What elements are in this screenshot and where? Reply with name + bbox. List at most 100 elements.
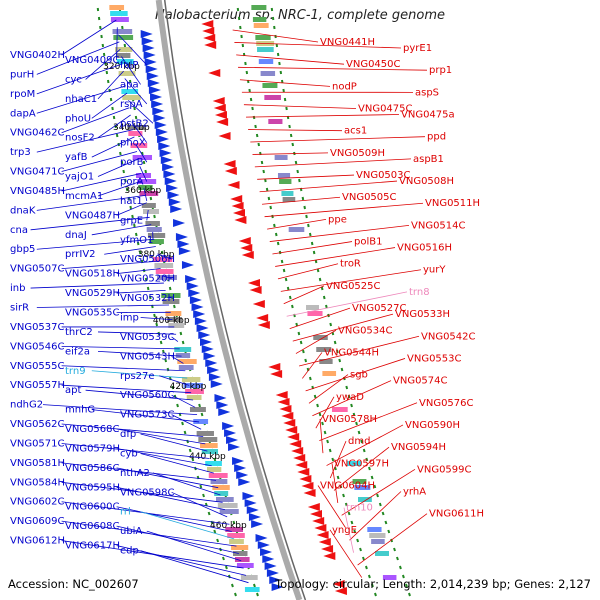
gene-label: rpoM [10, 89, 35, 100]
ring-guide-tick [155, 322, 159, 327]
feature-block [161, 293, 181, 298]
feature-block [217, 503, 238, 508]
ring-guide-tick [316, 268, 320, 273]
forward-gene-arrow [143, 51, 156, 59]
ring-guide-tick [252, 583, 256, 588]
gene-leader-line [118, 34, 148, 66]
ring-guide-tick [133, 223, 136, 228]
reverse-gene-arrow [268, 363, 281, 371]
gene-label: VNG0543H [120, 351, 175, 362]
ring-guide-tick [304, 358, 308, 363]
feature-block [367, 527, 382, 532]
gene-leader-line [264, 202, 424, 218]
ring-guide-tick [308, 232, 312, 237]
gene-label: VNG0590H [405, 420, 460, 431]
gene-label: VNG0516H [397, 243, 452, 254]
feature-block [212, 485, 230, 490]
gene-label: VNG0560C [120, 390, 175, 401]
gene-leader-line [91, 224, 152, 236]
ring-guide-tick [345, 385, 349, 390]
gene-label: VNG0573C [120, 410, 175, 421]
ring-guide-tick [367, 574, 371, 579]
ring-guide-tick [356, 538, 360, 543]
ring-guide-tick [333, 340, 337, 345]
gene-leader-line [243, 104, 357, 109]
gene-leader-line [97, 70, 124, 100]
ring-guide-tick [124, 178, 127, 183]
ring-guide-tick [129, 205, 132, 210]
gene-leader-line [171, 394, 196, 408]
gene-leader-line [36, 194, 146, 211]
gene-leader-line [157, 253, 172, 260]
feature-block [166, 317, 182, 322]
ring-guide-tick [188, 448, 192, 453]
reverse-gene-arrow [323, 552, 336, 560]
gene-label: VNG0511H [425, 198, 480, 209]
gene-label: aspS [415, 87, 439, 98]
feature-block [118, 71, 136, 76]
genome-backbone [155, 0, 303, 600]
gene-leader-line [275, 247, 396, 267]
gene-leader-line [116, 506, 232, 532]
gene-label: edp [120, 546, 139, 557]
ring-guide-tick [254, 124, 257, 129]
gene-leader-line [146, 209, 149, 221]
feature-block [257, 47, 274, 52]
reverse-gene-arrow [277, 398, 290, 406]
feature-block [178, 365, 194, 370]
reverse-gene-arrow [249, 286, 262, 294]
ring-guide-tick [153, 313, 156, 318]
gene-leader-line [326, 424, 404, 466]
gene-leader-line [42, 404, 198, 416]
ring-guide-tick [408, 592, 411, 597]
reverse-gene-arrow [275, 391, 288, 399]
gene-label: VNG0539C [120, 332, 175, 343]
ring-guide-tick [260, 160, 264, 165]
forward-gene-arrow [170, 205, 183, 213]
gene-leader-line [140, 317, 173, 321]
feature-block [354, 485, 371, 490]
gene-label: VNG0506H [120, 254, 175, 265]
gene-leader-line [97, 180, 143, 197]
genome-backbone-edge [163, 0, 307, 600]
forward-gene-arrow [260, 548, 273, 556]
gene-label: thrC2 [65, 327, 93, 338]
feature-block [264, 95, 281, 100]
gene-leader-line [232, 29, 319, 43]
forward-gene-arrow [191, 303, 204, 311]
ring-guide-tick [183, 430, 187, 435]
reverse-gene-arrow [216, 118, 229, 126]
gene-label: porB [120, 157, 144, 168]
forward-gene-arrow [147, 79, 160, 87]
gene-leader-line [36, 304, 170, 308]
feature-block [375, 551, 389, 556]
ring-guide-tick [381, 511, 385, 516]
gene-leader-line [121, 56, 141, 85]
forward-gene-arrow [224, 429, 237, 437]
gene-label: VNG0505C [342, 192, 397, 203]
gene-leader-line [331, 463, 339, 503]
forward-gene-arrow [188, 289, 201, 297]
ring-guide-tick [401, 574, 405, 579]
ring-guide-tick [312, 250, 316, 255]
ring-guide-tick [224, 565, 228, 570]
ring-guide-tick [162, 349, 165, 354]
feature-block [244, 587, 260, 592]
ring-guide-tick [120, 160, 124, 165]
ring-guide-tick [115, 133, 119, 138]
ring-guide-tick [321, 421, 324, 426]
feature-block [205, 461, 222, 466]
gene-leader-line [289, 307, 351, 330]
gene-leader-line [250, 136, 426, 143]
gene-leader-line [97, 331, 177, 335]
gene-leader-line [97, 158, 139, 177]
feature-block [109, 5, 125, 10]
ring-guide-tick [373, 484, 377, 489]
forward-gene-arrow [142, 44, 155, 52]
ring-guide-tick [370, 583, 374, 588]
feature-block [153, 257, 173, 262]
gene-label: VNG0529H [65, 288, 120, 299]
gene-leader-line [61, 345, 180, 350]
gene-label: cyc [65, 74, 82, 85]
gene-label: trp3 [10, 147, 31, 158]
